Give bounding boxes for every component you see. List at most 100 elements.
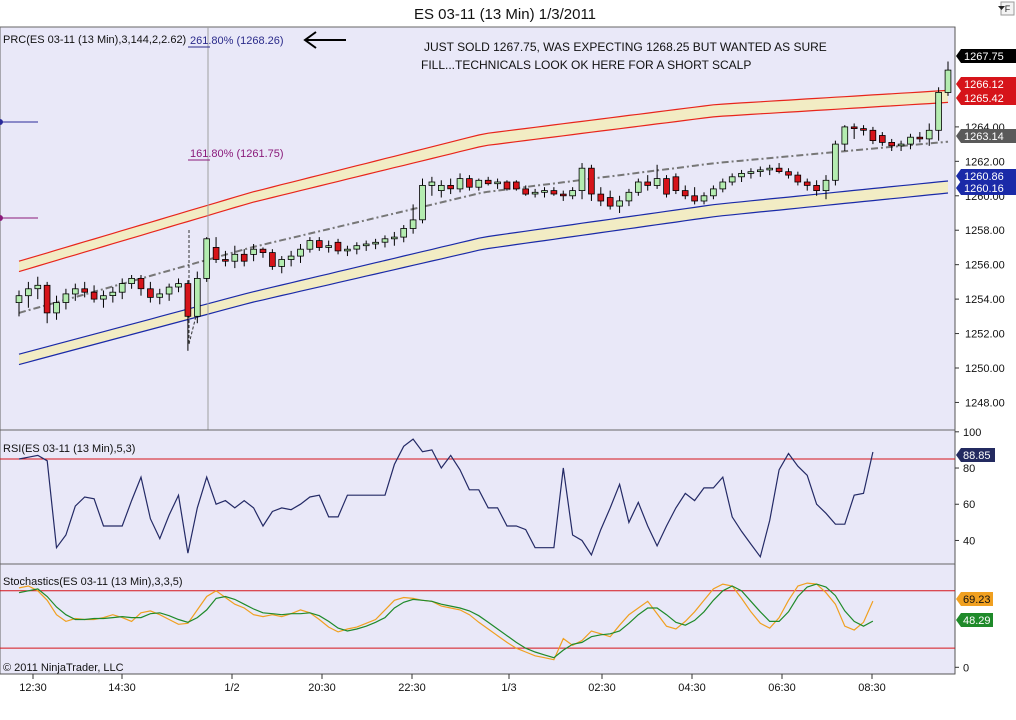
candle-body — [860, 128, 867, 131]
candle-body — [644, 181, 651, 186]
price-tag-box — [956, 91, 1016, 105]
candle-body — [466, 178, 473, 188]
candle-body — [522, 188, 529, 195]
candle-body — [916, 136, 924, 140]
candle-body — [81, 288, 89, 293]
candle-body — [419, 184, 426, 221]
candle-body — [719, 181, 727, 190]
candle-body — [672, 176, 680, 192]
candle-body — [944, 69, 952, 93]
candle-body — [691, 195, 698, 202]
candle-body — [700, 195, 708, 202]
fib-level-label: 261.80% (1268.26) — [190, 35, 284, 47]
candle-body — [409, 219, 417, 229]
candle-body — [147, 288, 154, 298]
time-tick-label: 12:30 — [19, 682, 47, 694]
candle-body — [34, 284, 42, 290]
stochastics-value-tag: 69.23 — [963, 594, 991, 606]
midline — [18, 140, 949, 314]
rsi-series-line — [18, 438, 874, 559]
candle-body — [128, 277, 135, 284]
price-tick-label: 1252.00 — [965, 329, 1005, 341]
candle-body — [353, 245, 361, 250]
left-level-dot — [0, 215, 3, 221]
candle-body — [118, 283, 126, 293]
rsi-tick-label: 60 — [963, 499, 975, 511]
rsi-tick-label: 100 — [963, 427, 981, 439]
candle-body — [531, 191, 539, 195]
candle-body — [334, 241, 342, 252]
price-panel-title: PRC(ES 03-11 (13 Min),3,144,2,2.62) — [3, 34, 186, 46]
candle-body — [541, 190, 548, 193]
candle-body — [250, 248, 257, 255]
left-level-dot — [0, 119, 3, 125]
candle-body — [813, 184, 820, 191]
time-tick-label: 02:30 — [588, 682, 616, 694]
copyright-text: © 2011 NinjaTrader, LLC — [3, 662, 124, 674]
candle-body — [616, 200, 623, 207]
time-tick-label: 20:30 — [308, 682, 336, 694]
candle-body — [456, 178, 464, 190]
candle-body — [137, 277, 145, 290]
rsi-panel: RSI(ES 03-11 (13 Min),5,3) 100 80 60 40 88.85 — [0, 427, 995, 565]
price-tag-label: 1267.75 — [964, 51, 1004, 63]
annotation-line-2: FILL...TECHNICALS LOOK OK HERE FOR A SHO… — [421, 58, 751, 72]
rsi-value-tag: 88.85 — [963, 450, 991, 462]
candle-body — [15, 295, 23, 304]
candle-body — [259, 248, 267, 253]
candle-body — [381, 238, 389, 243]
candle-body — [935, 92, 942, 131]
stochastics-k-line — [18, 582, 874, 661]
candle-body — [231, 253, 239, 262]
candle-body — [925, 129, 933, 140]
candle-body — [297, 248, 304, 257]
price-tag-label: 1265.42 — [964, 93, 1004, 105]
candle-body — [287, 255, 295, 260]
time-tick-label: 04:30 — [678, 682, 706, 694]
trade-annotation: JUST SOLD 1267.75, WAS EXPECTING 1268.25… — [303, 31, 827, 72]
candle-body — [278, 259, 285, 267]
candle-body — [494, 181, 501, 185]
candle-body — [625, 191, 633, 202]
candle-body — [437, 184, 445, 191]
price-tick-label: 1250.00 — [965, 363, 1005, 375]
candle-body — [72, 288, 79, 295]
stochastics-panel-frame — [0, 563, 956, 675]
candle-body — [503, 181, 511, 190]
candle-body — [165, 286, 173, 295]
upper-band-inner-line — [18, 101, 949, 273]
menu-caret-icon[interactable] — [998, 6, 1005, 10]
arrow-left-icon — [303, 31, 346, 49]
candle-body — [832, 143, 839, 181]
candle-body — [606, 197, 614, 207]
time-axis: 12:30 14:30 1/2 20:30 22:30 1/3 02:30 04:30 06:3… — [0, 673, 955, 694]
candle-body — [681, 190, 689, 197]
price-tag-box — [956, 49, 1016, 63]
lower-band-inner-line — [18, 192, 949, 366]
time-tick-label: 1/2 — [224, 682, 239, 694]
candle-body — [372, 241, 379, 245]
price-tag-box — [956, 169, 1016, 183]
candle-body — [850, 126, 858, 130]
lower-band-outer-line — [18, 180, 949, 355]
price-tick-label: 1256.00 — [965, 260, 1005, 272]
candle-body — [578, 167, 586, 191]
price-panel: 1264.001262.001260.001258.001256.001254.… — [0, 26, 1016, 674]
candle-body — [653, 178, 661, 186]
candle-body — [156, 293, 164, 298]
candle-body — [766, 167, 773, 171]
candle-body — [344, 248, 351, 252]
candle-body — [53, 302, 60, 314]
candle-body — [212, 246, 220, 260]
candle-body — [90, 291, 98, 300]
candle-body — [822, 179, 830, 192]
annotation-line-1: JUST SOLD 1267.75, WAS EXPECTING 1268.25… — [424, 40, 827, 54]
candle-body — [269, 252, 276, 267]
price-tag-label: 1260.16 — [964, 183, 1004, 195]
candle-body — [897, 143, 905, 147]
candle-body — [785, 171, 792, 176]
candle-body — [362, 243, 370, 247]
rsi-tick-label: 40 — [963, 535, 975, 547]
price-tag-box — [956, 129, 1016, 143]
candle-body — [306, 240, 314, 250]
